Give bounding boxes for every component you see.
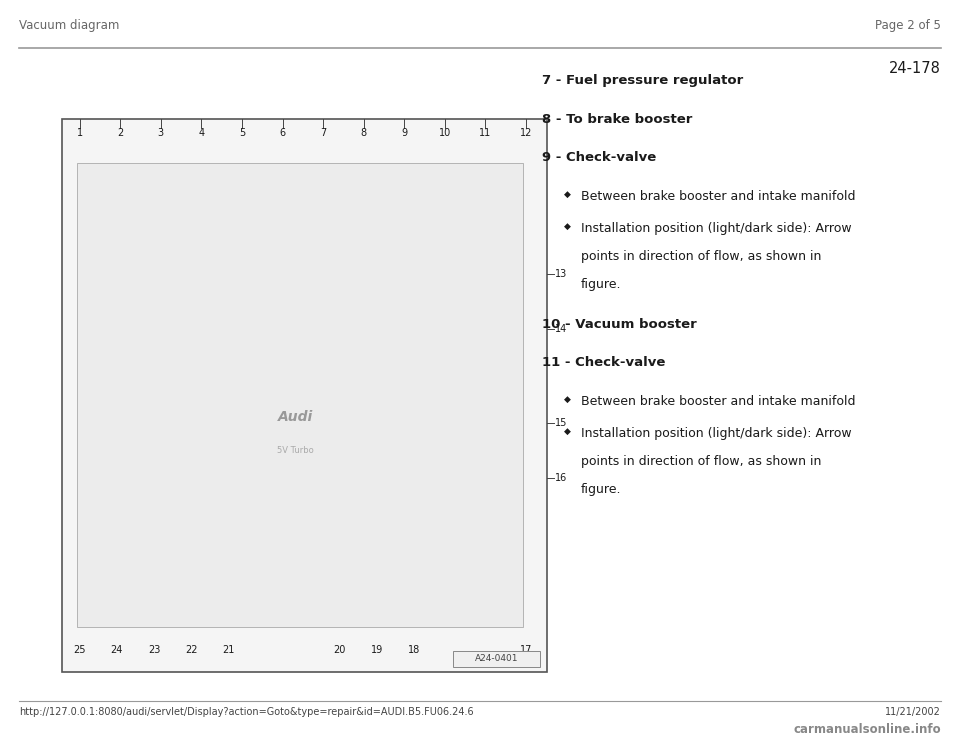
Text: Between brake booster and intake manifold: Between brake booster and intake manifol… — [581, 395, 855, 408]
Text: Between brake booster and intake manifold: Between brake booster and intake manifol… — [581, 190, 855, 203]
Text: 11: 11 — [479, 128, 492, 137]
Text: ◆: ◆ — [564, 190, 570, 199]
Text: 15: 15 — [555, 418, 567, 427]
Text: 5V Turbo: 5V Turbo — [276, 446, 314, 456]
Text: 1: 1 — [77, 128, 83, 137]
Text: Installation position (light/dark side): Arrow: Installation position (light/dark side):… — [581, 222, 852, 235]
FancyBboxPatch shape — [62, 119, 547, 672]
Text: figure.: figure. — [581, 278, 621, 292]
Text: A24-0401: A24-0401 — [474, 654, 518, 663]
Text: 9 - Check-valve: 9 - Check-valve — [542, 151, 657, 165]
Text: figure.: figure. — [581, 483, 621, 496]
Text: ◆: ◆ — [564, 395, 570, 404]
Text: 2: 2 — [117, 128, 124, 137]
Text: Audi: Audi — [277, 410, 313, 424]
Text: ◆: ◆ — [564, 427, 570, 436]
Text: 11 - Check-valve: 11 - Check-valve — [542, 356, 666, 370]
Text: 22: 22 — [185, 646, 198, 655]
Text: 21: 21 — [222, 646, 234, 655]
Text: 5: 5 — [239, 128, 245, 137]
Text: ◆: ◆ — [564, 222, 570, 231]
Text: 6: 6 — [279, 128, 286, 137]
Text: 8: 8 — [361, 128, 367, 137]
Text: 10 - Vacuum booster: 10 - Vacuum booster — [542, 318, 697, 331]
Text: Page 2 of 5: Page 2 of 5 — [875, 19, 941, 32]
Text: 12: 12 — [520, 128, 532, 137]
Text: carmanualsonline.info: carmanualsonline.info — [793, 723, 941, 737]
Text: 13: 13 — [555, 269, 567, 278]
Text: 24: 24 — [110, 646, 123, 655]
FancyBboxPatch shape — [453, 651, 540, 667]
Text: 11/21/2002: 11/21/2002 — [885, 707, 941, 717]
Text: points in direction of flow, as shown in: points in direction of flow, as shown in — [581, 250, 821, 263]
Text: 20: 20 — [334, 646, 347, 655]
Text: 3: 3 — [157, 128, 164, 137]
Text: 24-178: 24-178 — [889, 61, 941, 76]
Text: Vacuum diagram: Vacuum diagram — [19, 19, 120, 32]
Text: http://127.0.0.1:8080/audi/servlet/Display?action=Goto&type=repair&id=AUDI.B5.FU: http://127.0.0.1:8080/audi/servlet/Displ… — [19, 707, 474, 717]
Text: 10: 10 — [439, 128, 451, 137]
Text: 18: 18 — [408, 646, 420, 655]
Text: 16: 16 — [555, 473, 567, 483]
Text: 14: 14 — [555, 324, 567, 334]
Text: Installation position (light/dark side): Arrow: Installation position (light/dark side):… — [581, 427, 852, 440]
Text: 25: 25 — [73, 646, 86, 655]
Text: 17: 17 — [520, 646, 532, 655]
Text: 4: 4 — [199, 128, 204, 137]
Text: 7: 7 — [320, 128, 326, 137]
Text: 23: 23 — [148, 646, 160, 655]
Text: 8 - To brake booster: 8 - To brake booster — [542, 113, 693, 126]
FancyBboxPatch shape — [77, 163, 523, 627]
Text: 19: 19 — [372, 646, 384, 655]
Text: points in direction of flow, as shown in: points in direction of flow, as shown in — [581, 455, 821, 468]
Text: 7 - Fuel pressure regulator: 7 - Fuel pressure regulator — [542, 74, 744, 88]
Text: 9: 9 — [401, 128, 407, 137]
